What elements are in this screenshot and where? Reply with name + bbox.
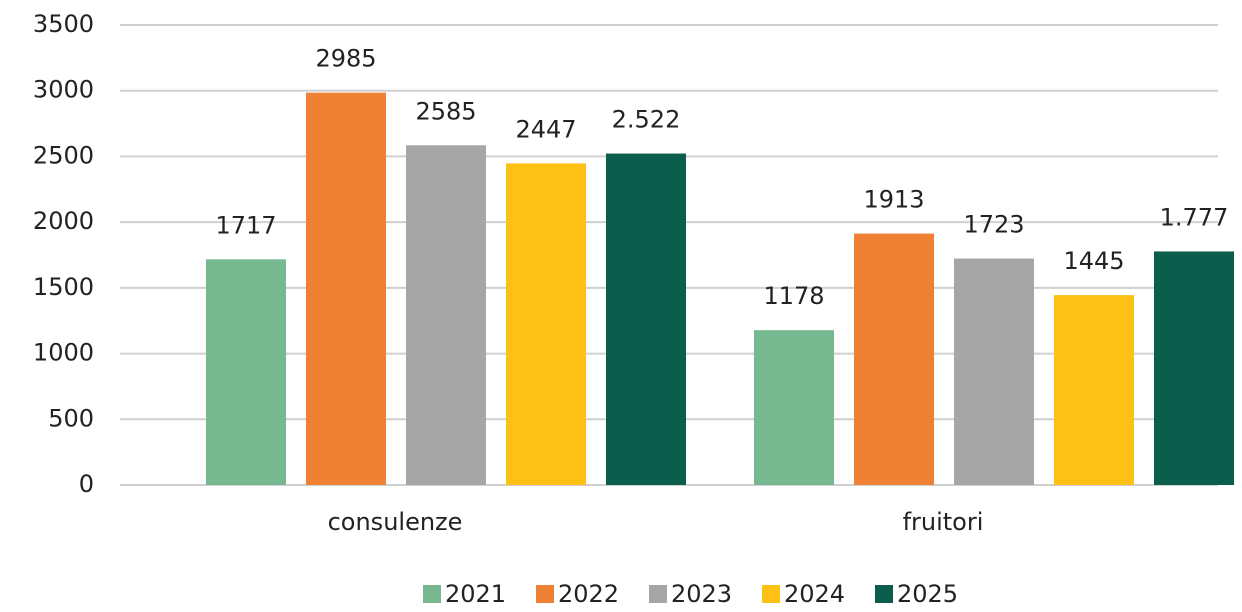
y-tick-label: 1000: [33, 339, 94, 367]
bar: [606, 153, 686, 485]
value-label: 2447: [515, 115, 576, 143]
y-tick-label: 3000: [33, 76, 94, 104]
y-tick-label: 2500: [33, 141, 94, 169]
y-tick-label: 1500: [33, 273, 94, 301]
value-label: 1.777: [1160, 203, 1229, 231]
bar: [1054, 295, 1134, 485]
value-label: 2985: [315, 45, 376, 73]
y-tick-label: 2000: [33, 207, 94, 235]
legend-swatch: [875, 585, 893, 603]
legend-swatch: [649, 585, 667, 603]
legend-label: 2024: [784, 580, 845, 608]
bar: [206, 259, 286, 485]
y-tick-label: 3500: [33, 10, 94, 38]
bar: [506, 163, 586, 485]
bar: [1154, 251, 1234, 485]
bar: [854, 233, 934, 485]
value-label: 1445: [1063, 247, 1124, 275]
legend-label: 2022: [558, 580, 619, 608]
legend-swatch: [762, 585, 780, 603]
x-tick-label: consulenze: [328, 508, 463, 536]
legend-swatch: [423, 585, 441, 603]
value-label: 1717: [215, 211, 276, 239]
value-label: 2.522: [612, 106, 681, 134]
bar: [754, 330, 834, 485]
x-tick-label: fruitori: [903, 508, 984, 536]
value-label: 1723: [963, 211, 1024, 239]
value-label: 1913: [863, 186, 924, 214]
y-tick-label: 500: [48, 404, 94, 432]
bar: [406, 145, 486, 485]
legend-label: 2025: [897, 580, 958, 608]
legend-label: 2021: [445, 580, 506, 608]
value-label: 2585: [415, 97, 476, 125]
y-tick-label: 0: [79, 470, 94, 498]
legend-label: 2023: [671, 580, 732, 608]
legend-swatch: [536, 585, 554, 603]
bar: [306, 92, 386, 485]
value-label: 1178: [763, 282, 824, 310]
bar: [954, 258, 1034, 485]
